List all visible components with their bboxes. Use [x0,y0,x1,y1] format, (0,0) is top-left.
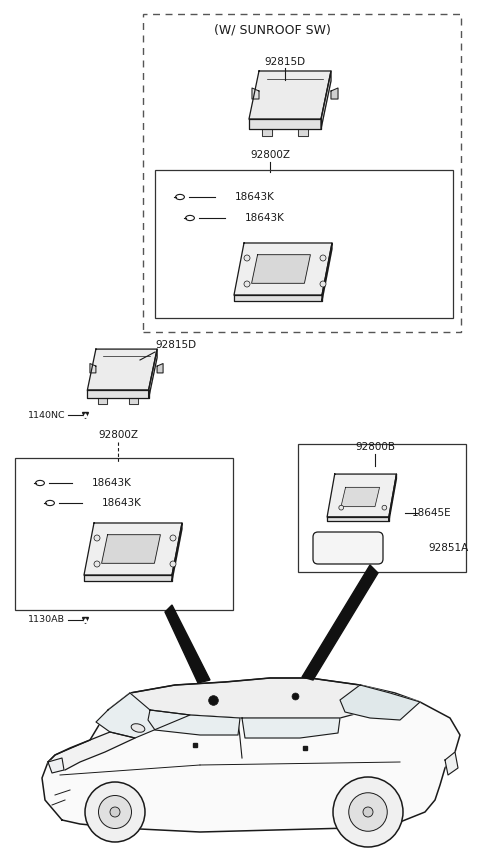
Polygon shape [149,349,157,398]
Circle shape [244,281,250,287]
Polygon shape [129,398,138,404]
Circle shape [349,793,387,831]
Ellipse shape [131,723,145,733]
Bar [143,14,461,332]
Polygon shape [90,363,96,373]
Text: (W/ SUNROOF SW): (W/ SUNROOF SW) [214,24,330,37]
Polygon shape [252,88,259,99]
Text: 18645E: 18645E [412,508,452,518]
Polygon shape [148,710,240,735]
Text: 18643K: 18643K [235,192,275,202]
Text: 92800Z: 92800Z [250,150,290,160]
Text: 18643K: 18643K [245,213,285,223]
Polygon shape [48,732,135,770]
Polygon shape [340,685,420,720]
Polygon shape [130,678,390,718]
Polygon shape [165,605,210,683]
Text: 92815D: 92815D [264,57,306,67]
Circle shape [320,255,326,261]
Polygon shape [321,71,331,129]
Polygon shape [48,758,64,773]
Polygon shape [252,255,311,284]
Polygon shape [302,565,378,680]
FancyBboxPatch shape [313,532,383,564]
Circle shape [170,561,176,567]
Polygon shape [327,474,396,517]
Circle shape [320,281,326,287]
Polygon shape [84,523,182,575]
Text: 92815D: 92815D [155,340,196,350]
Text: 92800B: 92800B [355,442,395,452]
Polygon shape [322,243,332,301]
Polygon shape [445,752,458,775]
Polygon shape [262,129,272,136]
Polygon shape [87,349,157,390]
Polygon shape [331,88,338,99]
Circle shape [98,796,132,829]
Polygon shape [157,363,163,373]
Polygon shape [234,243,332,295]
Polygon shape [96,693,190,738]
Circle shape [85,782,145,842]
Bar [15,458,233,610]
Bar [155,170,453,318]
Circle shape [382,505,387,510]
Circle shape [333,777,403,847]
Polygon shape [341,487,380,507]
Polygon shape [249,71,331,119]
Circle shape [94,535,100,541]
Text: 18643K: 18643K [92,478,132,488]
Polygon shape [84,575,172,581]
Polygon shape [98,398,107,404]
Circle shape [170,535,176,541]
Circle shape [110,807,120,817]
Polygon shape [172,523,182,581]
Circle shape [244,255,250,261]
Polygon shape [327,517,389,521]
Bar [298,444,466,572]
Circle shape [94,561,100,567]
Polygon shape [242,718,340,738]
Text: 92800Z: 92800Z [98,430,138,440]
Text: 1130AB: 1130AB [28,616,65,625]
Polygon shape [298,129,308,136]
Polygon shape [389,474,396,521]
Polygon shape [102,535,160,563]
Polygon shape [234,295,322,301]
Polygon shape [42,678,460,832]
Circle shape [363,807,373,817]
Text: 18643K: 18643K [102,498,142,508]
Polygon shape [87,390,149,398]
Polygon shape [249,119,321,129]
Circle shape [339,505,344,510]
Text: 92851A: 92851A [428,543,468,553]
Text: 1140NC: 1140NC [28,411,66,419]
